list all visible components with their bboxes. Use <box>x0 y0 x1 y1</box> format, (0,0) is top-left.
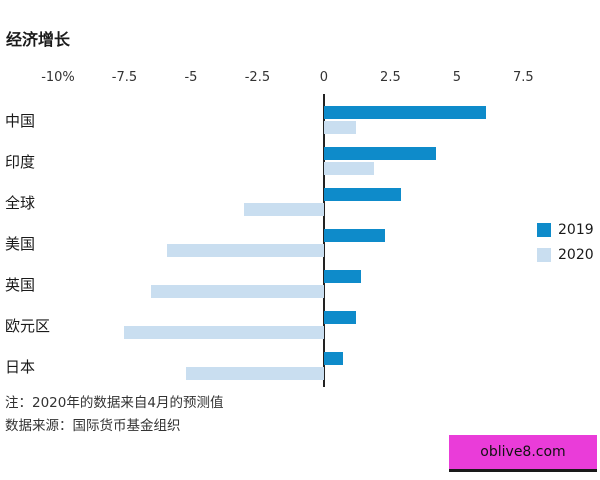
watermark-banner: oblive8.com <box>449 435 597 472</box>
category-label: 日本 <box>5 358 36 376</box>
category-label: 中国 <box>5 112 36 130</box>
bar-row <box>58 264 530 305</box>
x-axis: -10% -7.5 -5 -2.5 0 2.5 5 7.5 <box>41 70 533 88</box>
category-label: 美国 <box>5 235 36 253</box>
footnotes: 注：2020年的数据来自4月的预测值 数据来源：国际货币基金组织 <box>5 392 223 438</box>
bar-2019 <box>323 147 436 160</box>
bar-2019 <box>323 106 487 119</box>
bar-2019 <box>323 352 343 365</box>
chart-title: 经济增长 <box>6 30 71 49</box>
bar-2020 <box>185 367 324 380</box>
footnote-source: 数据来源：国际货币基金组织 <box>5 418 181 434</box>
bar-2020 <box>323 121 356 134</box>
x-tick-label: -2.5 <box>244 70 271 85</box>
bar-2019 <box>323 229 386 242</box>
category-label: 欧元区 <box>5 317 51 335</box>
legend-label: 2019 <box>558 222 594 238</box>
bar-row <box>58 141 530 182</box>
legend-item-2019: 2019 <box>537 222 594 238</box>
bar-row <box>58 100 530 141</box>
bar-2020 <box>167 244 324 257</box>
footnote-forecast: 注：2020年的数据来自4月的预测值 <box>5 395 224 411</box>
legend-item-2020: 2020 <box>537 247 594 263</box>
bar-2019 <box>323 270 362 283</box>
x-tick-label: 5 <box>452 70 461 85</box>
category-labels: 中国印度全球美国英国欧元区日本 <box>0 100 54 387</box>
bar-2020 <box>244 203 324 216</box>
bar-2020 <box>124 326 324 339</box>
x-tick-label: 0 <box>319 70 329 85</box>
category-label: 印度 <box>5 153 36 171</box>
bar-row <box>58 346 530 387</box>
bar-2020 <box>323 162 375 175</box>
bar-2019 <box>323 188 402 201</box>
legend-swatch-icon <box>537 248 551 262</box>
bar-2019 <box>323 311 356 324</box>
category-label: 英国 <box>5 276 36 294</box>
bar-row <box>58 182 530 223</box>
x-tick-label: 7.5 <box>513 70 534 85</box>
bar-2020 <box>151 285 324 298</box>
legend-swatch-icon <box>537 223 551 237</box>
x-tick-label: -7.5 <box>111 70 138 85</box>
plot-area <box>58 94 530 387</box>
legend: 2019 2020 <box>537 222 594 272</box>
x-tick-label: 2.5 <box>380 70 401 85</box>
x-tick-label: -10% <box>41 70 75 85</box>
bar-row <box>58 223 530 264</box>
legend-label: 2020 <box>558 247 594 263</box>
bar-chart: -10% -7.5 -5 -2.5 0 2.5 5 7.5 中国印度全球美国英国欧元区日本 <box>0 70 600 388</box>
x-tick-label: -5 <box>184 70 198 85</box>
category-label: 全球 <box>5 194 36 212</box>
bar-row <box>58 305 530 346</box>
